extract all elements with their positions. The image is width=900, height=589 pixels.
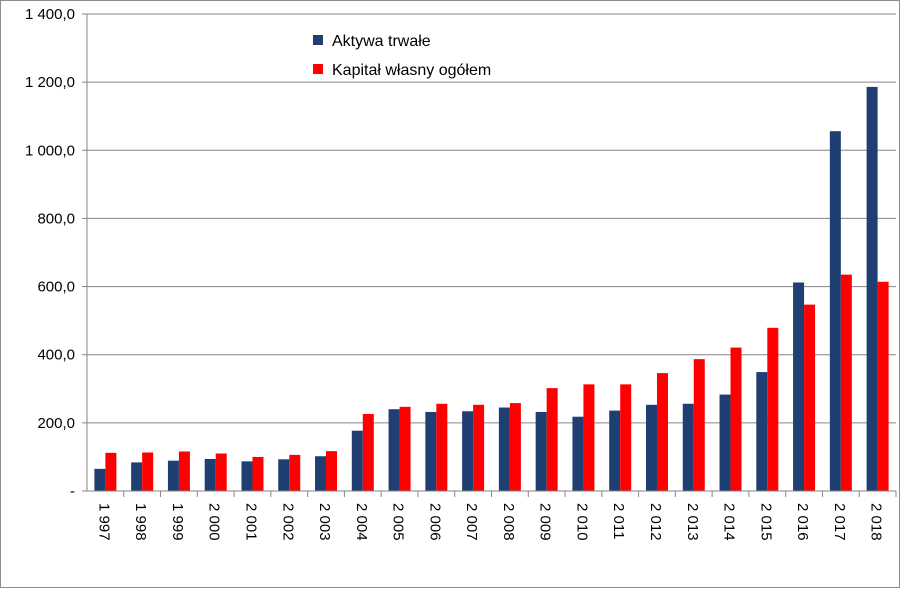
bar-kapital-wlasny — [473, 404, 485, 491]
bar-kapital-wlasny — [804, 304, 816, 491]
x-tick-label: 2 014 — [721, 503, 738, 541]
y-tick-label: 600,0 — [37, 279, 75, 296]
x-tick-label: 2 010 — [573, 503, 590, 541]
x-tick-label: 2 011 — [610, 503, 627, 539]
axes — [82, 13, 897, 497]
bar-aktywa-trwale — [204, 458, 216, 491]
legend-swatch — [313, 64, 323, 74]
bar-aktywa-trwale — [498, 407, 510, 491]
legend-label: Aktywa trwałe — [332, 33, 431, 50]
bar-kapital-wlasny — [399, 406, 411, 491]
bar-aktywa-trwale — [351, 430, 363, 491]
x-tick-label: 2 008 — [500, 503, 517, 541]
bar-kapital-wlasny — [509, 403, 521, 491]
bar-aktywa-trwale — [241, 461, 253, 491]
bar-kapital-wlasny — [877, 281, 889, 491]
legend-label: Kapitał własny ogółem — [332, 62, 491, 79]
legend: Aktywa trwałe Kapitał własny ogółem — [313, 33, 491, 79]
y-tick-label: 1 000,0 — [25, 142, 75, 159]
y-axis-ticks: - 200,0 400,0 600,0 800,0 1 000,0 1 200,0 1 400… — [25, 6, 75, 500]
y-tick-label: - — [70, 483, 75, 500]
x-tick-label: 2 002 — [279, 503, 296, 541]
bar-kapital-wlasny — [840, 274, 852, 491]
bar-aktywa-trwale — [94, 468, 106, 491]
bar-kapital-wlasny — [730, 347, 742, 491]
bars — [94, 86, 889, 492]
x-tick-label: 2 006 — [426, 503, 443, 541]
x-tick-label: 2 015 — [757, 503, 774, 541]
bar-aktywa-trwale — [682, 403, 694, 491]
bar-aktywa-trwale — [388, 409, 400, 491]
x-tick-label: 2 012 — [647, 503, 664, 541]
x-tick-label: 2 001 — [242, 503, 259, 541]
y-tick-label: 1 400,0 — [25, 6, 75, 23]
y-tick-label: 800,0 — [37, 210, 75, 227]
x-tick-label: 2 003 — [316, 503, 333, 541]
x-tick-label: 2 013 — [684, 503, 701, 541]
bar-aktywa-trwale — [315, 456, 327, 491]
x-tick-label: 2 018 — [868, 503, 885, 541]
bar-aktywa-trwale — [462, 411, 474, 491]
bar-kapital-wlasny — [767, 327, 779, 491]
x-axis-ticks: 1 997 1 998 1 999 2 000 2 001 2 002 2 003 2 004… — [95, 503, 884, 541]
bar-aktywa-trwale — [425, 411, 437, 491]
bar-aktywa-trwale — [535, 411, 547, 491]
bar-kapital-wlasny — [289, 454, 301, 491]
legend-swatch — [313, 35, 323, 45]
x-tick-label: 2 017 — [831, 503, 848, 541]
bar-aktywa-trwale — [719, 394, 731, 491]
bar-kapital-wlasny — [656, 373, 668, 491]
x-tick-label: 2 016 — [794, 503, 811, 541]
x-tick-label: 2 005 — [390, 503, 407, 541]
y-tick-label: 200,0 — [37, 415, 75, 432]
x-tick-label: 2 009 — [537, 503, 554, 541]
gridlines — [87, 13, 896, 424]
bar-kapital-wlasny — [215, 453, 227, 491]
bar-kapital-wlasny — [252, 456, 264, 491]
bar-kapital-wlasny — [583, 384, 595, 491]
bar-aktywa-trwale — [756, 372, 768, 491]
x-tick-label: 1 999 — [169, 503, 186, 541]
bar-aktywa-trwale — [167, 460, 179, 491]
bar-kapital-wlasny — [620, 384, 632, 491]
bar-kapital-wlasny — [546, 388, 558, 491]
bar-kapital-wlasny — [693, 359, 705, 491]
bar-aktywa-trwale — [829, 131, 841, 491]
bar-kapital-wlasny — [142, 452, 154, 491]
bar-kapital-wlasny — [178, 451, 190, 491]
x-tick-label: 2 004 — [353, 503, 370, 541]
y-tick-label: 400,0 — [37, 347, 75, 364]
bar-kapital-wlasny — [362, 413, 374, 491]
bar-aktywa-trwale — [609, 410, 621, 491]
y-tick-label: 1 200,0 — [25, 74, 75, 91]
bar-aktywa-trwale — [793, 282, 805, 491]
bar-kapital-wlasny — [436, 403, 448, 491]
x-tick-label: 2 000 — [206, 503, 223, 541]
bar-aktywa-trwale — [866, 86, 878, 492]
bar-kapital-wlasny — [326, 451, 338, 491]
x-tick-label: 2 007 — [463, 503, 480, 541]
bar-aktywa-trwale — [278, 459, 290, 491]
bar-kapital-wlasny — [105, 452, 117, 491]
x-tick-label: 1 998 — [132, 503, 149, 541]
bar-aktywa-trwale — [572, 416, 584, 491]
bar-aktywa-trwale — [131, 462, 143, 491]
x-tick-label: 1 997 — [95, 503, 112, 541]
bar-aktywa-trwale — [645, 404, 657, 491]
